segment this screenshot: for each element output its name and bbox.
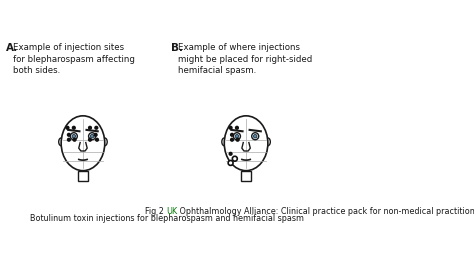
Text: Fig 2: Fig 2 [145,206,167,215]
Circle shape [88,126,92,130]
Text: Botulinum toxin injections for blepharospasm and hemifacial spasm: Botulinum toxin injections for blepharos… [30,214,304,223]
Text: Example of where injections
might be placed for right-sided
hemifacial spasm.: Example of where injections might be pla… [178,43,312,75]
Circle shape [233,133,240,140]
Bar [241,171,251,181]
Circle shape [254,134,257,138]
Circle shape [89,133,96,140]
Circle shape [230,138,234,142]
Circle shape [73,138,77,142]
Text: Example of injection sites
for blepharospasm affecting
both sides.: Example of injection sites for blepharos… [13,43,135,75]
Circle shape [67,133,71,137]
Circle shape [232,156,237,161]
Ellipse shape [61,116,105,171]
Circle shape [93,133,98,137]
Circle shape [236,138,240,142]
Ellipse shape [102,138,107,146]
Text: B.: B. [171,43,183,53]
Circle shape [91,134,94,138]
Circle shape [94,126,99,130]
Circle shape [88,138,92,142]
Circle shape [72,134,75,138]
Ellipse shape [265,138,270,146]
Text: Ophthalmology Alliance: Clinical practice pack for non-medical practitioners:: Ophthalmology Alliance: Clinical practic… [177,206,474,215]
Circle shape [228,126,233,130]
Circle shape [65,126,70,130]
Circle shape [70,133,77,140]
Circle shape [235,126,239,130]
Circle shape [252,133,259,140]
Text: UK: UK [167,206,178,215]
Circle shape [228,161,233,165]
Ellipse shape [222,138,227,146]
Circle shape [230,133,234,137]
Ellipse shape [59,138,64,146]
Circle shape [228,152,233,156]
Circle shape [72,126,76,130]
Circle shape [235,134,239,138]
Circle shape [67,138,71,142]
Circle shape [95,138,99,142]
Bar [78,171,88,181]
Text: A.: A. [6,43,18,53]
Ellipse shape [224,116,268,171]
